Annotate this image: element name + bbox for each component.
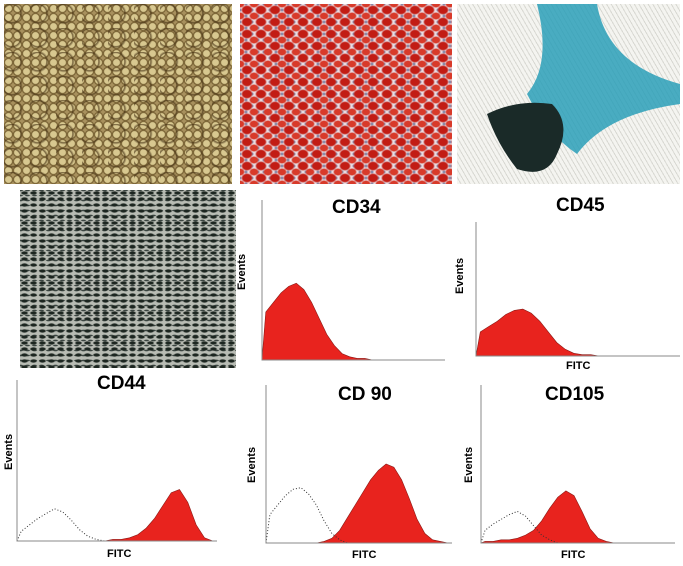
x-axis-label: FITC <box>566 360 591 372</box>
stained-histogram <box>475 308 680 357</box>
chart-title: CD105 <box>545 384 605 405</box>
x-axis-label: FITC <box>352 549 377 561</box>
histogram-plot <box>261 200 445 361</box>
x-axis-label: FITC <box>107 548 132 560</box>
chart-title: CD 90 <box>338 384 392 405</box>
micrograph-chondrogenic <box>457 4 680 184</box>
histogram-cd45: CD45 Events FITC <box>454 195 680 372</box>
histogram-cd34: CD34 Events <box>236 197 445 361</box>
histogram-plot <box>480 385 675 544</box>
stained-histogram <box>261 282 445 361</box>
stained-histogram <box>266 463 452 544</box>
y-axis-label: Events <box>246 446 258 483</box>
x-axis-label: FITC <box>561 549 586 561</box>
axes <box>475 222 680 357</box>
chart-title: CD44 <box>97 373 146 394</box>
y-axis-label: Events <box>454 257 466 294</box>
histogram-plot <box>16 380 217 542</box>
axes <box>265 385 452 544</box>
chart-title: CD34 <box>332 197 381 218</box>
y-axis-label: Events <box>463 446 475 483</box>
y-axis-label: Events <box>236 253 248 290</box>
axes <box>261 200 445 361</box>
stained-histogram <box>480 490 675 544</box>
micrograph-adipogenic <box>4 4 232 184</box>
micrograph-von-kossa <box>20 190 236 368</box>
histogram-plot <box>475 222 680 357</box>
y-axis-label: Events <box>3 433 15 470</box>
micrograph-osteogenic <box>240 4 452 184</box>
chondro-stain <box>487 4 680 172</box>
histogram-cd105: CD105 Events FITC <box>463 384 675 561</box>
histogram-cd90: CD 90 Events FITC <box>246 384 452 561</box>
control-histogram <box>16 508 217 542</box>
axes <box>480 385 675 544</box>
chart-title: CD45 <box>556 195 605 216</box>
histogram-cd44: CD44 Events FITC <box>3 373 217 560</box>
histogram-plot <box>265 385 452 544</box>
stained-histogram <box>17 489 217 542</box>
axes <box>16 380 217 542</box>
